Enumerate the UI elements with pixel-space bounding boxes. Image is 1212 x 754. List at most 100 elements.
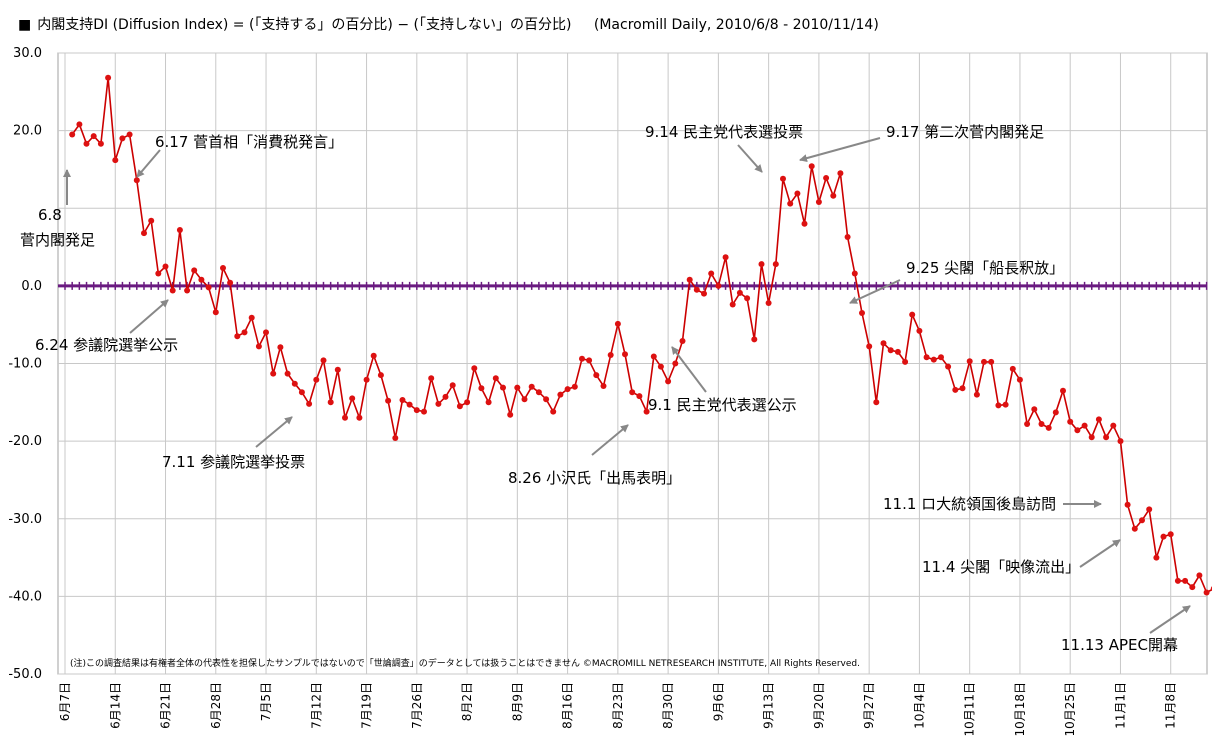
data-point — [500, 384, 506, 391]
data-point — [291, 380, 298, 387]
y-tick-label: -20.0 — [8, 434, 42, 449]
annotation: 8.26 小沢氏「出馬表明」 — [508, 424, 681, 487]
data-point — [1002, 401, 1009, 408]
data-point — [263, 329, 269, 336]
data-point — [550, 408, 557, 415]
y-tick-label: 0.0 — [21, 279, 42, 294]
x-tick-label: 7月5日 — [259, 682, 273, 721]
data-point — [191, 267, 198, 274]
data-point — [744, 295, 751, 302]
annotation-arrow-icon — [1149, 605, 1191, 634]
data-point — [715, 282, 722, 289]
data-point — [220, 265, 226, 271]
data-point — [1110, 422, 1117, 429]
data-point — [162, 263, 169, 270]
data-point — [1196, 572, 1203, 579]
data-point — [334, 366, 341, 373]
data-point — [176, 227, 183, 233]
title-square-icon: ■ — [18, 17, 32, 33]
annotation-arrow-icon — [136, 149, 161, 178]
data-point — [837, 170, 844, 177]
data-point — [385, 397, 392, 404]
x-tick-label: 10月4日 — [912, 682, 926, 729]
data-point — [270, 370, 277, 377]
data-point — [794, 190, 801, 197]
x-tick-label: 11月1日 — [1113, 682, 1127, 729]
data-point — [413, 407, 420, 414]
data-point — [938, 354, 944, 361]
title-text: 内閣支持DI (Diffusion Index) = (「支持する」の百分比) … — [37, 17, 572, 33]
data-point — [772, 261, 779, 268]
chart-title: ■ 内閣支持DI (Diffusion Index) = (「支持する」の百分比)… — [18, 14, 885, 34]
data-point — [830, 192, 837, 199]
data-point — [629, 389, 636, 396]
footnote-area: (注)この調査結果は有権者全体の代表性を担保したサンプルではないので「世論調査」… — [70, 657, 860, 669]
data-point — [564, 386, 571, 393]
data-point — [349, 395, 356, 402]
data-point — [880, 340, 887, 347]
data-point — [607, 352, 614, 358]
data-point — [1031, 406, 1038, 413]
data-point — [1203, 589, 1210, 596]
data-point — [313, 376, 320, 383]
data-point — [255, 343, 262, 350]
annotation-arrow-icon — [129, 299, 169, 334]
data-point — [851, 270, 858, 277]
data-point — [464, 399, 471, 406]
data-point — [428, 375, 435, 382]
axes: 6月7日 6月14日 6月21日 6月28日 7月5日 7月12日 7月19日 7月26日 8月… — [8, 46, 1177, 737]
data-point — [392, 435, 399, 441]
x-tick-label: 10月11日 — [963, 682, 977, 737]
data-point — [1174, 577, 1181, 584]
annotation-label: 6.17 菅首相「消費税発言」 — [155, 133, 343, 151]
data-point — [736, 289, 743, 296]
annotation-label: 9.1 民主党代表選公示 — [648, 396, 797, 414]
data-point — [327, 399, 334, 406]
data-point — [298, 389, 305, 396]
data-point — [205, 284, 212, 291]
data-point — [471, 365, 478, 372]
zero-line — [58, 281, 1208, 290]
grid — [57, 52, 1208, 675]
data-point — [1160, 533, 1167, 540]
data-point — [119, 135, 126, 142]
annotation-arrow-icon — [737, 144, 763, 173]
data-point — [528, 383, 535, 390]
data-point — [1146, 506, 1153, 513]
data-point — [643, 408, 650, 415]
data-point — [930, 356, 937, 363]
data-point — [909, 311, 916, 318]
annotation-label: 8.26 小沢氏「出馬表明」 — [508, 469, 681, 487]
data-point — [198, 276, 205, 283]
data-point — [981, 358, 987, 365]
data-point — [169, 287, 176, 294]
data-point — [657, 363, 664, 370]
data-point — [593, 372, 600, 379]
data-point — [1167, 531, 1174, 538]
annotation-label-line2: 菅内閣発足 — [20, 231, 95, 249]
annotation: 11.1 ロ大統領国後島訪問 — [883, 495, 1102, 513]
annotation: 6.24 参議院選挙公示 — [35, 299, 178, 354]
data-point — [521, 396, 528, 403]
x-tick-label: 10月25日 — [1063, 682, 1077, 737]
x-tick-label: 9月13日 — [762, 682, 776, 729]
y-tick-label: 20.0 — [13, 124, 42, 139]
data-point — [844, 234, 851, 240]
data-point — [765, 300, 772, 306]
series — [69, 74, 1212, 596]
annotation-label: 9.14 民主党代表選投票 — [645, 123, 803, 141]
x-tick-label: 10月18日 — [1013, 682, 1027, 737]
data-point — [586, 357, 593, 364]
annotation-arrow-icon — [849, 279, 901, 304]
data-point — [1081, 422, 1088, 429]
data-point — [614, 320, 621, 327]
x-tick-label: 6月28日 — [209, 682, 223, 729]
annotation-arrow-icon — [591, 424, 629, 456]
data-point — [449, 382, 456, 389]
data-point — [665, 378, 672, 385]
x-tick-label: 7月12日 — [309, 682, 323, 729]
annotation-arrow-icon — [671, 346, 707, 393]
data-point — [212, 309, 219, 316]
data-point — [141, 230, 147, 237]
